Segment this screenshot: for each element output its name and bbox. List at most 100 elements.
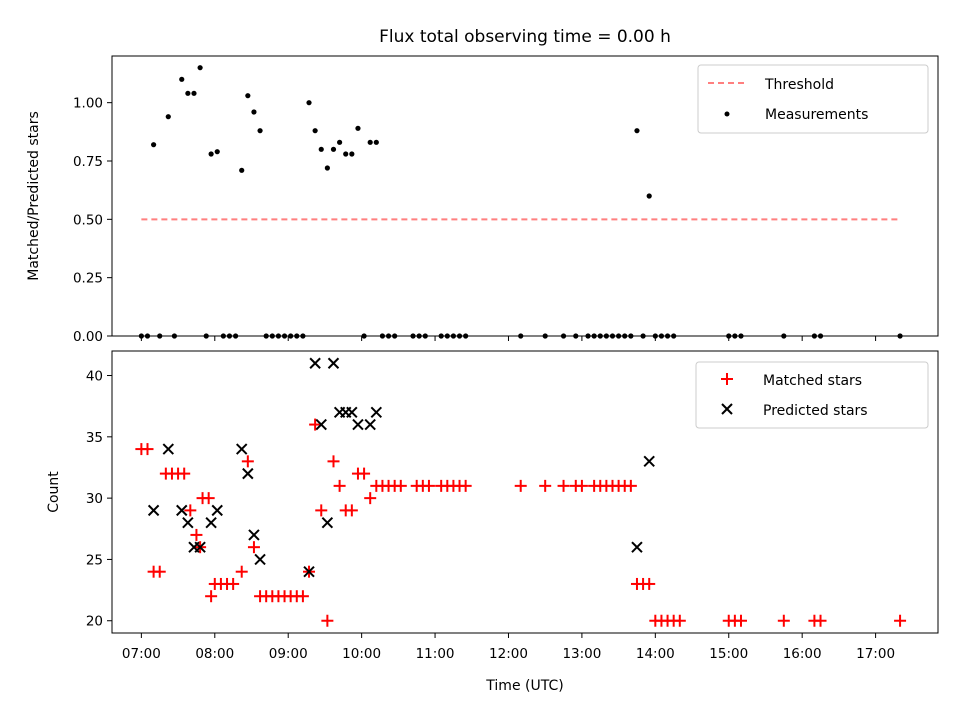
predicted-star-point	[327, 357, 340, 369]
measurement-point	[288, 333, 294, 339]
bottom-axes: 20 25 30 35 40 07:00 08:00 09:00 10:00 11:00 12:0…	[46, 350, 939, 694]
matched-star-point	[153, 565, 166, 578]
matched-star-point	[673, 614, 686, 627]
measurement-point	[597, 333, 603, 339]
measurement-point	[781, 333, 787, 339]
bottom-legend-box	[695, 361, 929, 429]
predicted-star-point	[309, 357, 321, 369]
measurement-point	[263, 333, 269, 339]
measurement-point	[232, 333, 239, 339]
legend-measurements-swatch	[724, 111, 730, 117]
measurement-point	[416, 333, 422, 339]
matched-star-point	[575, 479, 588, 492]
measurement-point	[456, 333, 463, 339]
predicted-star-point	[194, 541, 206, 553]
matched-star-point	[422, 479, 435, 492]
matched-star-point	[321, 614, 334, 627]
measurement-point	[392, 333, 398, 339]
top-legend-box	[697, 64, 929, 134]
bottom-y-tick-label: 35	[86, 430, 103, 446]
matched-star-point	[514, 479, 527, 492]
bottom-y-tick-label: 40	[86, 369, 103, 385]
measurement-point	[281, 333, 288, 339]
measurement-point	[245, 93, 251, 99]
measurement-point	[444, 333, 450, 339]
measurement-point	[203, 333, 209, 339]
predicted-star-point	[242, 467, 254, 480]
measurement-point	[157, 333, 163, 339]
predicted-star-point	[248, 529, 260, 541]
predicted-star-point	[346, 406, 358, 419]
predicted-star-point	[315, 418, 327, 431]
predicted-star-point	[147, 504, 160, 517]
top-y-tick-label: 0.00	[73, 329, 103, 345]
matched-star-point	[345, 504, 358, 517]
measurement-point	[306, 100, 312, 106]
measurement-point	[379, 333, 386, 339]
bottom-y-tick-label: 20	[86, 614, 103, 630]
measurement-point	[373, 139, 379, 145]
top-chart-title: Flux total observing time = 0.00 h	[379, 27, 671, 47]
matched-star-point	[394, 479, 407, 492]
matched-star-point	[459, 479, 472, 492]
matched-stars-series	[135, 418, 907, 627]
measurement-point	[185, 90, 191, 96]
top-axes: 0.00 0.25 0.50 0.75 1.00 Matched/Predicted s…	[26, 55, 939, 345]
measurement-point	[450, 333, 457, 339]
bottom-x-tick-label: 08:00	[195, 646, 234, 662]
measurement-point	[591, 333, 597, 339]
bottom-y-axis-label: Count	[46, 471, 62, 513]
bottom-x-tick-label: 17:00	[856, 646, 895, 662]
predicted-star-point	[254, 553, 266, 566]
measurement-point	[897, 333, 903, 339]
top-legend: Threshold Measurements	[697, 64, 929, 134]
predicted-star-point	[176, 504, 188, 517]
measurement-point	[646, 193, 652, 199]
bottom-x-tick-label: 07:00	[122, 646, 161, 662]
matched-star-point	[241, 455, 254, 468]
matched-star-point	[141, 443, 154, 456]
measurement-point	[542, 333, 548, 339]
matched-star-point	[235, 565, 248, 578]
measurement-point	[179, 76, 185, 82]
matched-star-point	[333, 479, 346, 492]
top-y-tick-label: 0.75	[73, 154, 103, 170]
measurement-point	[817, 333, 824, 339]
bottom-x-tick-label: 10:00	[342, 646, 381, 662]
predicted-star-point	[321, 516, 334, 529]
measurement-point	[251, 109, 257, 115]
measurement-point	[144, 333, 151, 339]
bottom-axes-frame	[111, 350, 939, 634]
matched-star-point	[315, 504, 328, 517]
measurement-point	[191, 90, 197, 96]
measurement-point	[726, 333, 732, 339]
legend-matched-label: Matched stars	[763, 373, 862, 389]
measurement-point	[738, 333, 744, 339]
predicted-star-point	[631, 541, 643, 553]
predicted-star-point	[162, 443, 174, 455]
measurement-point	[385, 333, 392, 339]
measurement-point	[257, 128, 263, 134]
measurement-point	[165, 114, 171, 120]
measurement-point	[337, 139, 343, 145]
measurement-point	[214, 149, 220, 155]
matched-star-point	[202, 492, 215, 505]
matched-star-point	[624, 479, 637, 492]
matched-star-point	[327, 455, 340, 468]
measurement-point	[671, 333, 677, 339]
matched-star-point	[227, 577, 240, 590]
measurement-point	[585, 333, 591, 339]
matched-star-point	[643, 577, 656, 590]
measurement-point	[518, 333, 524, 339]
legend-matched-swatch	[721, 373, 733, 385]
bottom-x-axis-label: Time (UTC)	[485, 678, 563, 694]
measurement-point	[226, 333, 233, 339]
measurement-point	[811, 333, 818, 339]
bottom-y-tick-label: 30	[86, 491, 103, 507]
measurements-series	[138, 65, 903, 339]
measurement-point	[349, 151, 355, 157]
measurement-point	[208, 151, 214, 157]
predicted-star-point	[205, 516, 217, 529]
bottom-x-ticks: 07:00 08:00 09:00 10:00 11:00 12:00 13:00 14:00…	[122, 633, 895, 662]
